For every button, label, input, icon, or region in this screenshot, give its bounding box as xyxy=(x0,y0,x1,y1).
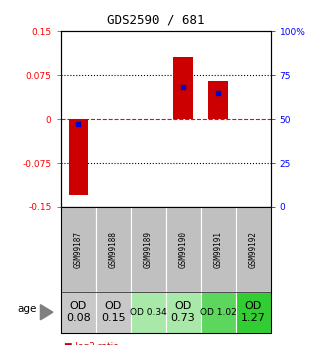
Text: OD
0.15: OD 0.15 xyxy=(101,302,125,323)
Text: GSM99187: GSM99187 xyxy=(74,231,83,268)
Text: OD 0.34: OD 0.34 xyxy=(130,308,166,317)
Text: OD
0.08: OD 0.08 xyxy=(66,302,91,323)
Text: ■ log2 ratio: ■ log2 ratio xyxy=(64,342,118,345)
Text: GSM99188: GSM99188 xyxy=(109,231,118,268)
Text: GDS2590 / 681: GDS2590 / 681 xyxy=(107,14,204,27)
Text: OD 1.02: OD 1.02 xyxy=(200,308,236,317)
Text: GSM99190: GSM99190 xyxy=(179,231,188,268)
Bar xyxy=(68,119,88,195)
Text: GSM99191: GSM99191 xyxy=(214,231,223,268)
Text: OD
0.73: OD 0.73 xyxy=(171,302,196,323)
Bar xyxy=(174,57,193,119)
Bar xyxy=(208,81,228,119)
Text: GSM99192: GSM99192 xyxy=(248,231,258,268)
Text: age: age xyxy=(17,304,36,314)
Text: GSM99189: GSM99189 xyxy=(144,231,153,268)
Text: OD
1.27: OD 1.27 xyxy=(241,302,266,323)
